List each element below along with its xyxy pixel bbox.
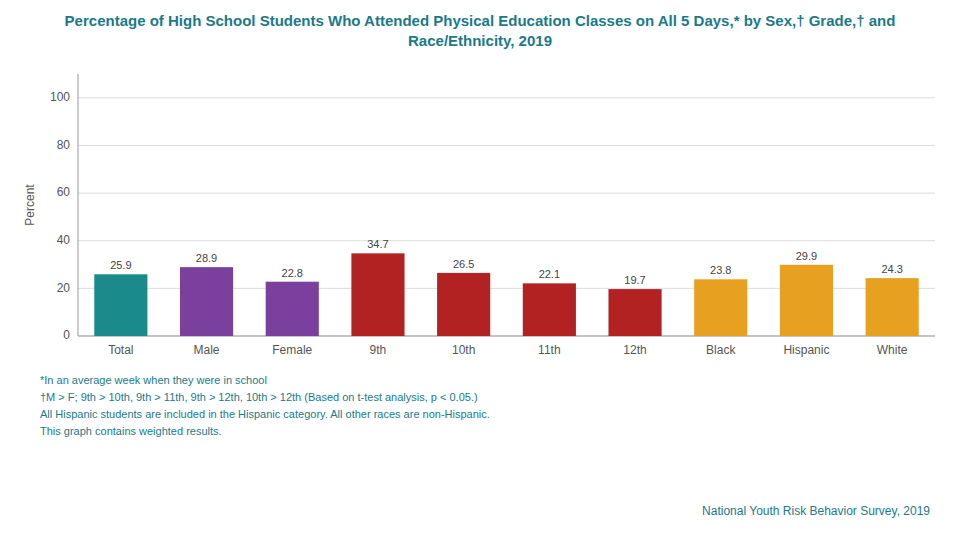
data-label: 25.9 xyxy=(110,259,131,271)
y-tick-label: 100 xyxy=(50,90,70,104)
grid-line xyxy=(78,145,935,146)
title-line: Race/Ethnicity, 2019 xyxy=(408,32,552,49)
x-tick-label: Hispanic xyxy=(783,343,829,357)
data-label: 34.7 xyxy=(367,238,388,250)
bar xyxy=(523,283,576,336)
footnote: All Hispanic students are included in th… xyxy=(40,408,490,420)
bar xyxy=(694,279,747,336)
data-label: 19.7 xyxy=(624,274,645,286)
bar xyxy=(608,289,661,336)
x-tick-label: 9th xyxy=(370,343,387,357)
y-tick-label: 60 xyxy=(57,185,71,199)
y-axis: 0 20 40 60 80 100 xyxy=(50,74,935,342)
x-tick-label: 11th xyxy=(538,343,560,357)
bar xyxy=(266,282,319,336)
x-tick-label: Female xyxy=(272,343,312,357)
x-tick-label: White xyxy=(877,343,908,357)
grid-line xyxy=(78,97,935,98)
x-tick-label: Male xyxy=(194,343,220,357)
x-tick-label: Black xyxy=(706,343,736,357)
title: Percentage of High School Students Who A… xyxy=(65,12,896,49)
y-tick-label: 20 xyxy=(57,281,71,295)
bars xyxy=(94,253,918,336)
source: National Youth Risk Behavior Survey, 201… xyxy=(702,504,930,518)
data-label: 28.9 xyxy=(196,252,217,264)
y-axis-line xyxy=(78,74,79,336)
data-label: 23.8 xyxy=(710,264,731,276)
data-label: 29.9 xyxy=(796,250,817,262)
grid-line xyxy=(78,193,935,194)
bar xyxy=(437,273,490,336)
y-axis-label: Percent xyxy=(23,184,37,226)
footnote: *In an average week when they were in sc… xyxy=(40,374,267,386)
x-tick-label: 12th xyxy=(623,343,646,357)
chart: Percentage of High School Students Who A… xyxy=(0,0,960,540)
data-label: 24.3 xyxy=(881,263,902,275)
x-tick-label: 10th xyxy=(452,343,475,357)
y-tick-label: 0 xyxy=(63,328,70,342)
bar xyxy=(94,274,147,336)
y-tick-label: 80 xyxy=(57,138,71,152)
grid-line xyxy=(78,240,935,241)
x-tick-label: Total xyxy=(108,343,133,357)
x-axis: Total Male Female 9th 10th 11th 12th Black Hispa… xyxy=(108,343,908,357)
title-line: Percentage of High School Students Who A… xyxy=(65,12,896,29)
data-label: 22.8 xyxy=(282,267,303,279)
data-label: 22.1 xyxy=(539,268,560,280)
data-labels: 25.9 28.9 22.8 34.7 26.5 22.1 19.7 23.8 29.9 24.3 xyxy=(110,238,903,286)
footnote: This graph contains weighted results. xyxy=(40,425,222,437)
data-label: 26.5 xyxy=(453,258,474,270)
bar xyxy=(351,253,404,336)
bar xyxy=(780,265,833,336)
bar xyxy=(866,278,919,336)
y-tick-label: 40 xyxy=(57,233,71,247)
bar xyxy=(180,267,233,336)
footnote: †M > F; 9th > 10th, 9th > 11th, 9th > 12… xyxy=(40,391,478,403)
footnotes: *In an average week when they were in sc… xyxy=(40,374,490,437)
